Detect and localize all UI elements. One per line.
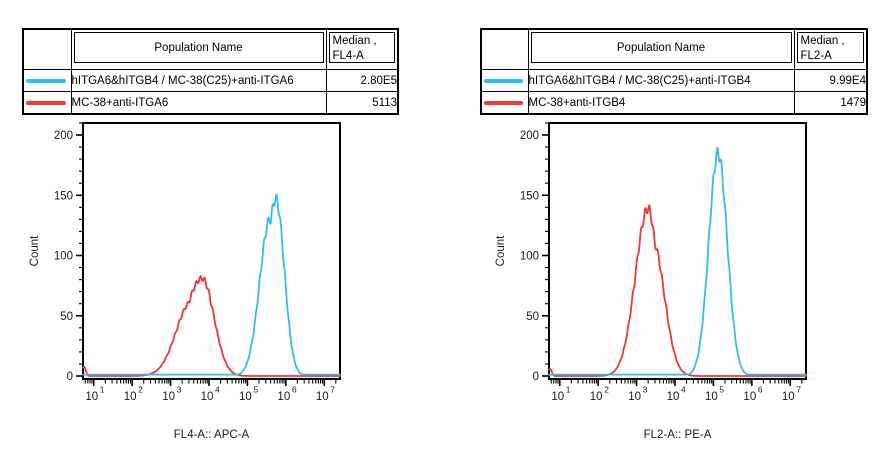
series-swatch-cell <box>480 91 529 115</box>
x-tick-label-base: 10 <box>667 391 680 403</box>
red-series-swatch <box>26 100 66 105</box>
median-value-cell: 9.99E4 <box>793 69 868 92</box>
x-tick-label-base: 10 <box>239 391 252 403</box>
population-name-header: Population Name <box>527 28 795 70</box>
median-header-line2: FL2-A <box>800 49 832 62</box>
x-tick-label-exponent: 2 <box>604 385 609 395</box>
population-name-header-label: Population Name <box>73 32 324 63</box>
y-tick-label: 200 <box>54 130 73 142</box>
x-tick-label-base: 10 <box>743 391 756 403</box>
x-tick-label-exponent: 3 <box>643 385 648 395</box>
series-swatch-cell <box>480 69 529 92</box>
population-name-cell: MC-38+anti-ITGA6 <box>70 91 327 115</box>
x-tick-label-base: 10 <box>201 391 214 403</box>
x-axis-title: FL4-A:: APC-A <box>174 429 250 441</box>
plot-border <box>82 122 341 380</box>
swatch-column-header <box>480 28 529 70</box>
x-tick-label-exponent: 2 <box>138 385 143 395</box>
population-name-header-label: Population Name <box>530 32 792 63</box>
y-tick-label: 0 <box>533 371 539 383</box>
x-tick-label-exponent: 6 <box>292 385 297 395</box>
median-value-cell: 5113 <box>325 91 399 115</box>
table-row: MC-38+anti-ITGB4 1479 <box>480 91 868 115</box>
x-tick-label-exponent: 6 <box>758 385 763 395</box>
x-tick-label-exponent: 4 <box>215 385 220 395</box>
population-table-fl2: Population Name Median , FL2-A hITGA6&hI… <box>480 28 868 115</box>
y-tick-label: 50 <box>526 311 539 323</box>
x-tick-label-exponent: 7 <box>796 385 801 395</box>
x-tick-label-base: 10 <box>705 391 718 403</box>
x-tick-label-base: 10 <box>162 391 175 403</box>
median-header-line1: Median , <box>332 35 377 47</box>
plot-border <box>548 122 807 380</box>
table-row: hITGA6&hITGB4 / MC-38(C25)+anti-ITGB4 9.… <box>480 69 868 92</box>
y-tick-label: 100 <box>520 251 539 263</box>
x-axis-title: FL2-A:: PE-A <box>644 429 712 441</box>
x-tick-label-base: 10 <box>551 391 564 403</box>
series-curve-cyan <box>82 193 341 376</box>
population-name-header: Population Name <box>70 28 327 70</box>
median-header-label: Median , FL4-A <box>328 32 395 63</box>
y-axis-title: Count <box>495 235 507 266</box>
median-header-line1: Median , <box>800 35 845 47</box>
median-value-cell: 2.80E5 <box>325 69 399 92</box>
population-table-fl4: Population Name Median , FL4-A hITGA6&hI… <box>22 28 399 115</box>
median-header-label: Median , FL2-A <box>796 32 864 63</box>
x-tick-label-base: 10 <box>316 391 329 403</box>
median-header-line2: FL4-A <box>332 49 364 62</box>
x-tick-label-exponent: 7 <box>330 385 335 395</box>
y-tick-label: 150 <box>520 190 539 202</box>
x-tick-label-exponent: 3 <box>177 385 182 395</box>
table-header-row: Population Name Median , FL4-A <box>22 28 399 70</box>
x-tick-label-base: 10 <box>782 391 795 403</box>
series-swatch-cell <box>22 91 72 115</box>
y-tick-label: 150 <box>54 190 73 202</box>
x-tick-label-exponent: 1 <box>100 385 105 395</box>
series-curve-red <box>82 275 341 377</box>
y-axis-title: Count <box>29 235 41 266</box>
y-tick-label: 200 <box>520 130 539 142</box>
population-name-cell: hITGA6&hITGB4 / MC-38(C25)+anti-ITGA6 <box>70 69 327 92</box>
population-name-cell: MC-38+anti-ITGB4 <box>527 91 795 115</box>
swatch-column-header <box>22 28 72 70</box>
series-swatch-cell <box>22 69 72 92</box>
median-value-cell: 1479 <box>793 91 868 115</box>
population-name-cell: hITGA6&hITGB4 / MC-38(C25)+anti-ITGB4 <box>527 69 795 92</box>
series-curve-cyan <box>548 146 807 376</box>
x-tick-label-base: 10 <box>590 391 603 403</box>
table-header-row: Population Name Median , FL2-A <box>480 28 868 70</box>
x-tick-label-exponent: 4 <box>681 385 686 395</box>
table-row: hITGA6&hITGB4 / MC-38(C25)+anti-ITGA6 2.… <box>22 69 399 92</box>
cyan-series-swatch <box>26 78 66 83</box>
x-tick-label-base: 10 <box>277 391 290 403</box>
y-tick-label: 100 <box>54 251 73 263</box>
x-tick-label-base: 10 <box>628 391 641 403</box>
red-series-swatch <box>484 100 523 105</box>
median-header: Median , FL2-A <box>793 28 868 70</box>
y-tick-label: 50 <box>60 311 73 323</box>
y-tick-label: 0 <box>67 371 73 383</box>
cyan-series-swatch <box>484 78 523 83</box>
x-tick-label-base: 10 <box>124 391 137 403</box>
x-tick-label-exponent: 5 <box>253 385 258 395</box>
x-tick-label-base: 10 <box>85 391 98 403</box>
median-header: Median , FL4-A <box>325 28 399 70</box>
series-curve-red <box>548 204 807 377</box>
x-tick-label-exponent: 1 <box>566 385 571 395</box>
table-row: MC-38+anti-ITGA6 5113 <box>22 91 399 115</box>
x-tick-label-exponent: 5 <box>719 385 724 395</box>
